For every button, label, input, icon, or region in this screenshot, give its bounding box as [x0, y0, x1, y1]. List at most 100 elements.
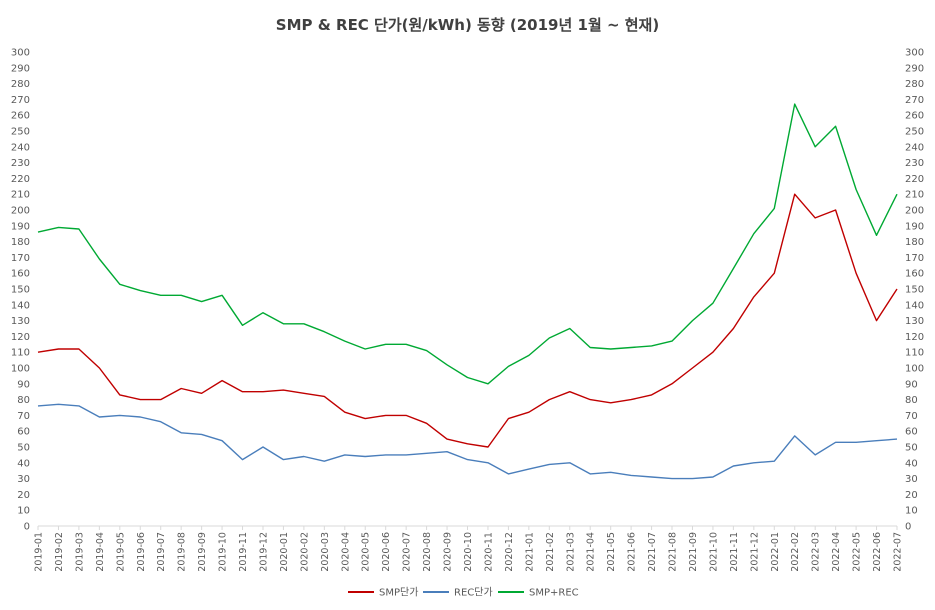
legend-label-2: REC단가 [454, 587, 493, 599]
y-tick-label-left: 300 [11, 48, 30, 59]
y-tick-label-right: 120 [905, 332, 924, 343]
x-tick-label: 2019-05 [115, 532, 126, 572]
y-tick-label-right: 270 [905, 95, 924, 106]
y-tick-label-right: 10 [905, 506, 918, 517]
y-tick-label-left: 100 [11, 364, 30, 375]
x-tick-label: 2021-04 [586, 532, 597, 572]
y-tick-label-right: 150 [905, 285, 924, 296]
y-tick-label-left: 170 [11, 253, 30, 264]
y-tick-label-right: 0 [905, 522, 911, 533]
x-tick-label: 2019-01 [34, 532, 45, 572]
y-tick-label-right: 250 [905, 127, 924, 138]
x-tick-label: 2020-11 [483, 532, 494, 572]
y-tick-label-right: 280 [905, 79, 924, 90]
y-tick-label-left: 180 [11, 237, 30, 248]
y-tick-label-left: 260 [11, 111, 30, 122]
y-tick-label-right: 210 [905, 190, 924, 201]
y-tick-label-right: 220 [905, 174, 924, 185]
x-tick-label: 2020-09 [443, 532, 454, 572]
x-tick-label: 2022-01 [770, 532, 781, 572]
x-tick-label: 2019-06 [136, 532, 147, 572]
y-tick-label-right: 200 [905, 206, 924, 217]
y-tick-label-right: 90 [905, 379, 918, 390]
y-tick-label-left: 290 [11, 63, 30, 74]
x-tick-label: 2020-07 [402, 532, 413, 572]
x-tick-label: 2019-02 [54, 532, 65, 572]
y-tick-label-right: 50 [905, 443, 918, 454]
y-tick-label-left: 190 [11, 221, 30, 232]
y-tick-label-right: 100 [905, 364, 924, 375]
y-tick-label-left: 280 [11, 79, 30, 90]
x-tick-label: 2022-05 [852, 532, 863, 572]
x-tick-label: 2021-10 [708, 532, 719, 572]
y-tick-label-right: 180 [905, 237, 924, 248]
y-tick-label-left: 220 [11, 174, 30, 185]
series-line-1 [37, 193, 898, 448]
y-tick-label-left: 110 [11, 348, 30, 359]
x-tick-label: 2019-08 [177, 532, 188, 572]
y-tick-label-right: 290 [905, 63, 924, 74]
legend-label-3: SMP+REC [529, 588, 579, 599]
y-tick-label-left: 250 [11, 127, 30, 138]
x-tick-label: 2022-07 [893, 532, 904, 572]
y-tick-label-left: 270 [11, 95, 30, 106]
y-tick-label-left: 40 [17, 458, 30, 469]
legend-label-1: SMP단가 [379, 587, 418, 599]
y-tick-label-left: 130 [11, 316, 30, 327]
x-tick-label: 2022-02 [790, 532, 801, 572]
y-tick-label-right: 80 [905, 395, 918, 406]
y-tick-label-left: 120 [11, 332, 30, 343]
y-tick-label-right: 60 [905, 427, 918, 438]
y-tick-label-left: 50 [17, 443, 30, 454]
x-tick-label: 2022-06 [872, 532, 883, 572]
y-tick-label-right: 240 [905, 142, 924, 153]
y-tick-label-right: 70 [905, 411, 918, 422]
x-tick-label: 2021-06 [627, 532, 638, 572]
y-tick-label-left: 240 [11, 142, 30, 153]
y-tick-label-right: 140 [905, 300, 924, 311]
x-tick-label: 2019-03 [74, 532, 85, 572]
x-tick-label: 2021-11 [729, 532, 740, 572]
x-tick-label: 2019-10 [218, 532, 229, 572]
x-tick-label: 2021-03 [565, 532, 576, 572]
y-tick-label-left: 160 [11, 269, 30, 280]
x-tick-label: 2020-06 [381, 532, 392, 572]
y-tick-label-right: 160 [905, 269, 924, 280]
chart-title: SMP & REC 단가(원/kWh) 동향 (2019년 1월 ~ 현재) [275, 16, 660, 34]
y-tick-label-left: 60 [17, 427, 30, 438]
x-tick-label: 2019-04 [95, 532, 106, 572]
y-tick-label-left: 70 [17, 411, 30, 422]
y-tick-label-right: 260 [905, 111, 924, 122]
x-tick-label: 2020-02 [299, 532, 310, 572]
x-tick-label: 2021-01 [524, 532, 535, 572]
x-tick-label: 2019-12 [258, 532, 269, 572]
x-tick-label: 2020-01 [279, 532, 290, 572]
y-tick-label-left: 230 [11, 158, 30, 169]
y-tick-label-right: 110 [905, 348, 924, 359]
y-tick-label-right: 230 [905, 158, 924, 169]
y-tick-label-right: 300 [905, 48, 924, 59]
y-tick-label-left: 10 [17, 506, 30, 517]
y-tick-label-right: 30 [905, 474, 918, 485]
series-line-3 [37, 103, 898, 385]
y-tick-label-left: 210 [11, 190, 30, 201]
y-tick-label-right: 130 [905, 316, 924, 327]
y-tick-label-left: 30 [17, 474, 30, 485]
y-tick-label-left: 20 [17, 490, 30, 501]
x-tick-label: 2022-03 [811, 532, 822, 572]
y-tick-label-right: 40 [905, 458, 918, 469]
series-line-2 [37, 403, 898, 480]
x-tick-label: 2020-08 [422, 532, 433, 572]
x-tick-label: 2021-02 [545, 532, 556, 572]
x-tick-label: 2019-11 [238, 532, 249, 572]
y-tick-label-left: 200 [11, 206, 30, 217]
x-tick-label: 2020-12 [504, 532, 515, 572]
x-tick-label: 2019-09 [197, 532, 208, 572]
y-tick-label-left: 140 [11, 300, 30, 311]
x-tick-label: 2021-12 [749, 532, 760, 572]
x-tick-label: 2020-10 [463, 532, 474, 572]
y-tick-label-right: 190 [905, 221, 924, 232]
x-tick-label: 2021-05 [606, 532, 617, 572]
